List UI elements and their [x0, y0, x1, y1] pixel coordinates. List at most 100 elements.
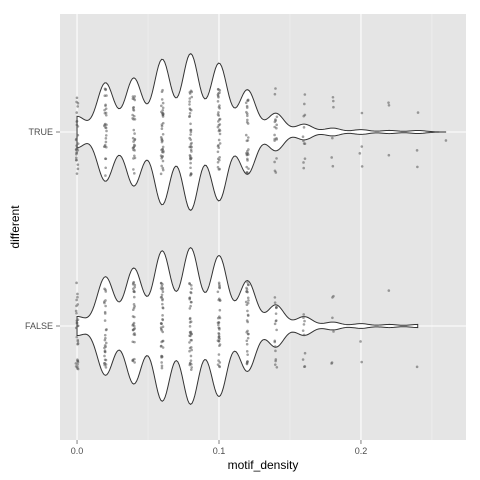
data-point [76, 105, 80, 108]
data-point [75, 335, 79, 339]
data-point [75, 281, 78, 285]
data-point [273, 363, 277, 366]
data-point [160, 293, 164, 297]
data-point [218, 344, 221, 348]
data-point [245, 120, 249, 124]
data-point [246, 280, 249, 284]
data-point [246, 136, 250, 139]
data-point [301, 329, 305, 332]
data-point [218, 107, 221, 110]
data-point [132, 321, 136, 325]
data-point [359, 340, 362, 343]
data-point [161, 159, 165, 163]
data-point [217, 281, 221, 285]
data-point [160, 366, 164, 370]
data-point [216, 100, 220, 103]
data-point [75, 321, 79, 325]
data-point [161, 132, 165, 136]
data-point [218, 337, 221, 341]
data-point [104, 113, 108, 117]
data-point [133, 95, 137, 98]
data-point [303, 351, 307, 355]
data-point [444, 139, 448, 142]
data-point [131, 106, 135, 110]
data-point [133, 315, 136, 319]
data-point [302, 166, 306, 170]
data-point [132, 327, 136, 331]
data-point [360, 360, 364, 364]
data-point [131, 97, 135, 101]
data-point [189, 338, 193, 342]
data-point [133, 154, 136, 158]
data-point [75, 158, 78, 162]
data-point [274, 118, 277, 121]
data-point [302, 316, 305, 320]
data-point [218, 286, 221, 289]
data-point [161, 145, 165, 149]
data-point [133, 98, 137, 102]
data-point [387, 153, 391, 157]
data-point [75, 148, 78, 151]
axes: 0.0 0.1 0.2 TRUE FALSE [25, 127, 367, 456]
data-point [273, 139, 276, 142]
data-point [188, 334, 191, 337]
data-point [103, 363, 107, 367]
data-point [244, 300, 248, 304]
data-point [160, 328, 163, 332]
data-point [132, 281, 135, 285]
data-point [273, 160, 276, 164]
data-point [218, 167, 221, 171]
data-point [245, 339, 249, 343]
data-point [217, 88, 220, 91]
data-point [132, 295, 136, 299]
data-point [275, 126, 278, 130]
data-point [303, 102, 306, 106]
data-point [104, 140, 108, 144]
data-point [247, 148, 250, 151]
data-point [132, 303, 136, 306]
data-point [189, 174, 192, 177]
data-point [332, 294, 335, 298]
data-point [246, 296, 250, 300]
data-point [103, 143, 107, 147]
data-point [132, 157, 135, 160]
data-point [190, 95, 194, 99]
data-point [216, 157, 220, 161]
data-point [160, 148, 163, 152]
data-point [104, 366, 108, 369]
data-point [161, 168, 165, 172]
data-point [132, 306, 136, 310]
data-point [218, 308, 222, 312]
violin-true [76, 53, 447, 211]
data-point [103, 354, 106, 358]
data-point [76, 295, 79, 299]
data-point [303, 93, 307, 96]
data-point [245, 290, 248, 293]
data-point [273, 345, 277, 348]
data-point [275, 319, 278, 322]
data-point [189, 346, 193, 349]
data-point [189, 368, 193, 371]
data-point [217, 353, 221, 356]
data-point [103, 87, 107, 91]
data-point [218, 142, 222, 145]
data-point [104, 174, 107, 177]
data-point [245, 151, 248, 155]
data-point [273, 92, 277, 96]
data-point [161, 106, 165, 110]
data-point [218, 128, 221, 131]
data-point [246, 99, 250, 102]
data-point [133, 137, 137, 141]
data-point [387, 103, 391, 107]
data-point [245, 342, 249, 346]
data-point [247, 283, 250, 287]
data-point [245, 139, 249, 143]
data-point [132, 140, 135, 143]
data-point [273, 133, 276, 137]
data-point [415, 149, 419, 152]
data-point [301, 358, 305, 361]
data-point [161, 314, 164, 317]
data-point [246, 118, 249, 122]
data-point [76, 318, 80, 322]
data-point [302, 139, 305, 143]
